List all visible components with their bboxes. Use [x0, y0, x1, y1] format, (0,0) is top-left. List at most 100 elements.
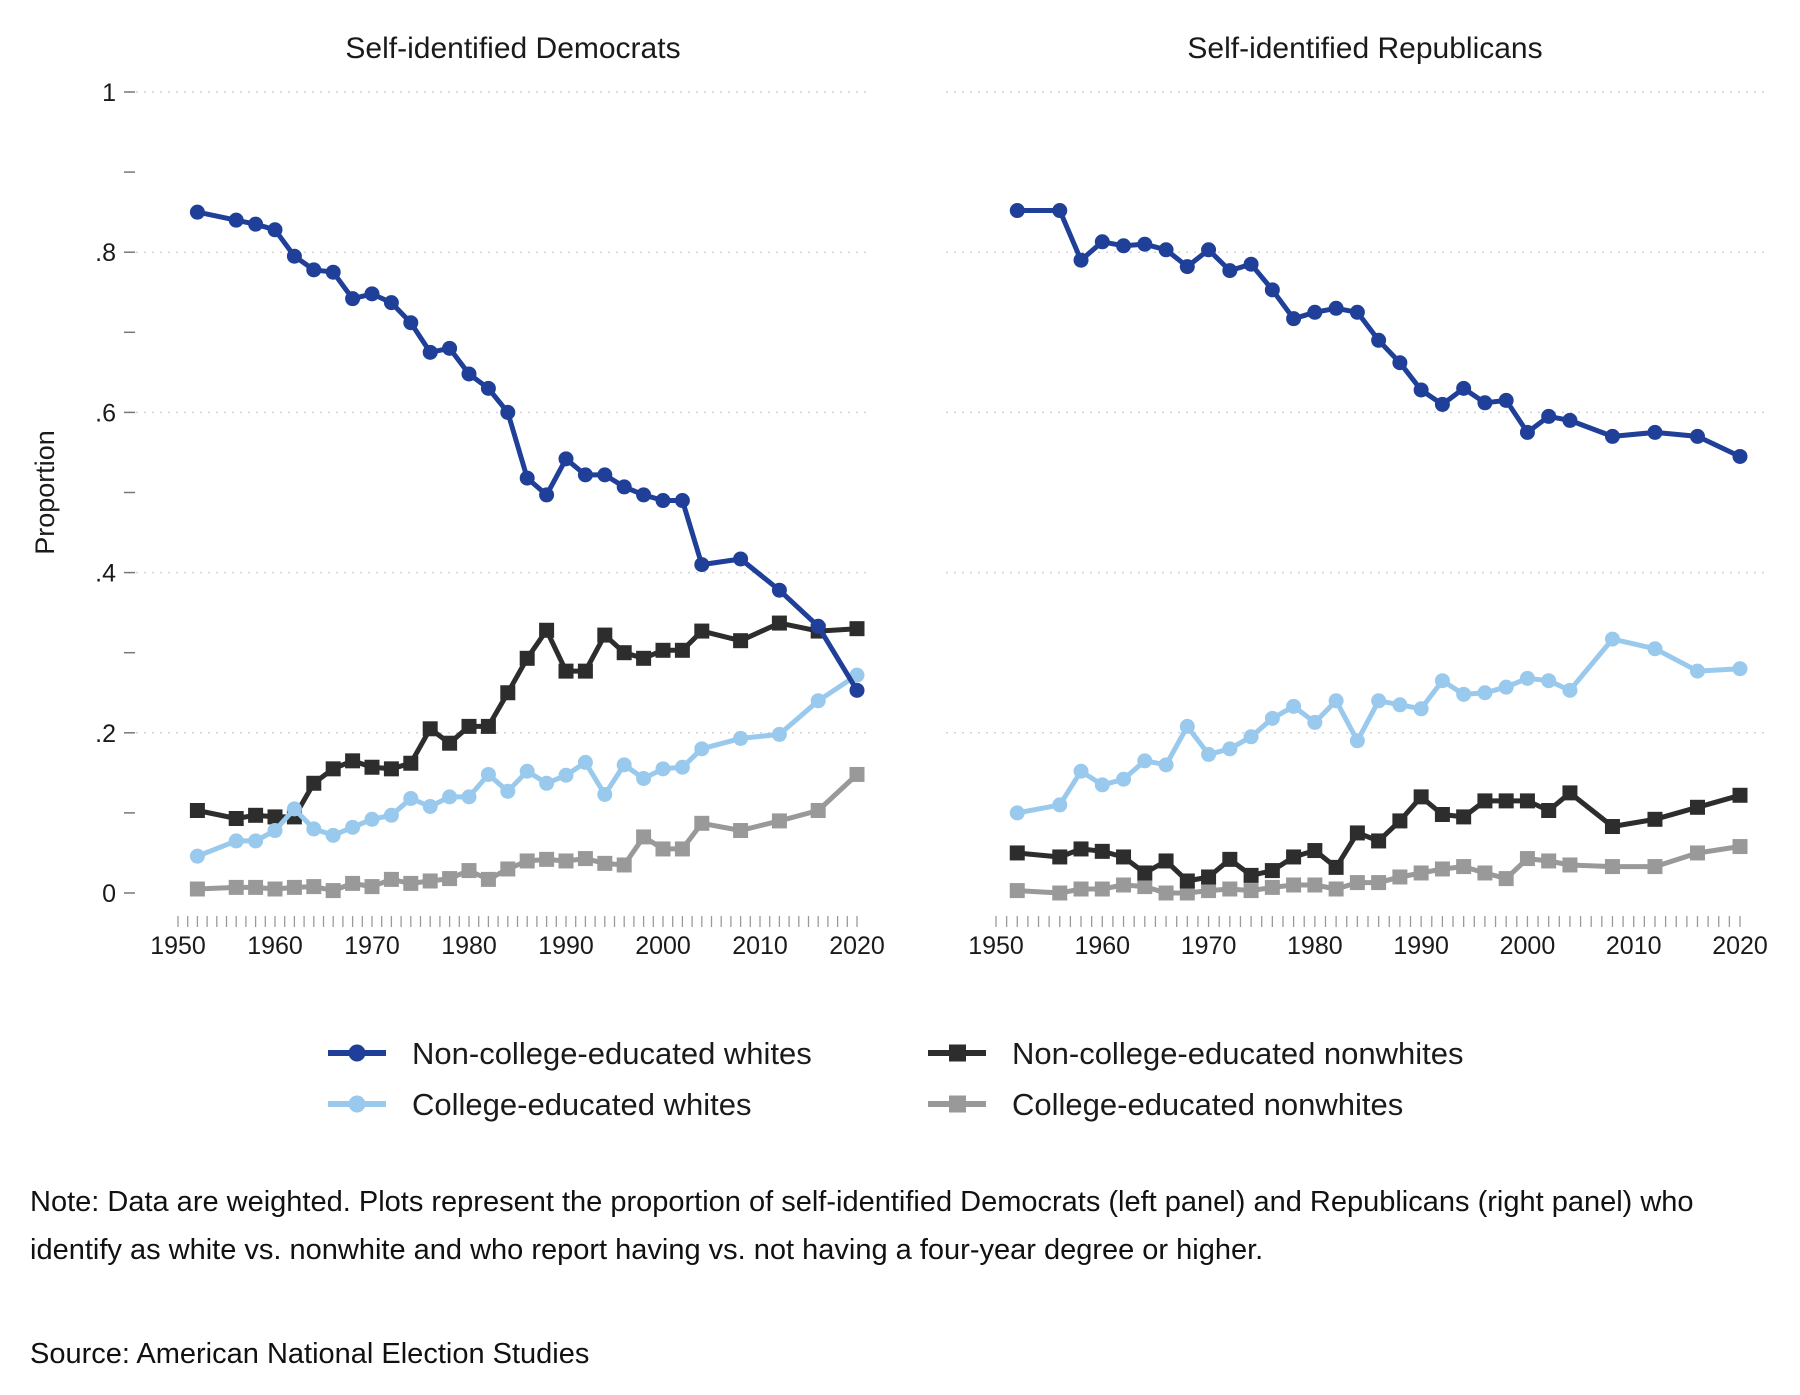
data-point: [1286, 877, 1302, 893]
data-point: [1413, 701, 1429, 717]
legend-label: Non-college-educated nonwhites: [1012, 1036, 1464, 1071]
data-point: [383, 871, 399, 887]
data-point: [383, 295, 399, 311]
data-point: [1732, 661, 1748, 677]
data-point: [1009, 845, 1025, 861]
data-point: [267, 809, 283, 825]
data-point: [1286, 698, 1302, 714]
data-point: [403, 875, 419, 891]
data-point: [442, 340, 458, 356]
data-point: [1137, 236, 1153, 252]
data-point: [1498, 871, 1514, 887]
data-point: [1647, 424, 1663, 440]
data-point: [519, 650, 535, 666]
data-point: [1519, 424, 1535, 440]
data-point: [1434, 673, 1450, 689]
data-point: [771, 726, 787, 742]
data-point: [1222, 881, 1238, 897]
data-point: [345, 291, 361, 307]
data-point: [1456, 380, 1472, 396]
data-point: [1009, 203, 1025, 219]
data-point: [1434, 807, 1450, 823]
x-tick-label: 1970: [1181, 932, 1237, 960]
series-cn: [189, 766, 865, 899]
data-point: [1264, 710, 1280, 726]
data-point: [771, 813, 787, 829]
data-point: [733, 633, 749, 649]
data-point: [189, 204, 205, 220]
series-ncn: [1009, 785, 1748, 889]
data-point: [1732, 448, 1748, 464]
x-tick-label: 2000: [1500, 932, 1556, 960]
data-point: [1307, 843, 1323, 859]
data-point: [558, 451, 574, 467]
x-tick-label: 1950: [968, 932, 1024, 960]
data-point: [480, 766, 496, 782]
data-point: [189, 881, 205, 897]
data-point: [248, 216, 264, 232]
data-point: [1158, 853, 1174, 869]
data-point: [1116, 849, 1132, 865]
data-point: [1477, 395, 1493, 411]
data-point: [577, 467, 593, 483]
data-point: [558, 767, 574, 783]
data-point: [1541, 408, 1557, 424]
data-point: [1264, 282, 1280, 298]
legend-item-ncw: Non-college-educated whites: [328, 1036, 812, 1071]
data-point: [655, 841, 671, 857]
data-point: [364, 759, 380, 775]
data-point: [1116, 238, 1132, 254]
series-cw: [1009, 631, 1748, 821]
data-point: [597, 627, 613, 643]
panel-title: Self-identified Republicans: [1187, 32, 1542, 65]
data-point: [1158, 885, 1174, 901]
data-point: [1498, 679, 1514, 695]
data-point: [1541, 853, 1557, 869]
data-point: [1201, 869, 1217, 885]
data-point: [1434, 396, 1450, 412]
data-point: [1562, 785, 1578, 801]
data-point: [1519, 793, 1535, 809]
data-point: [480, 871, 496, 887]
data-point: [267, 823, 283, 839]
series-cw: [189, 667, 865, 864]
x-tick-label: 1960: [247, 932, 303, 960]
data-point: [577, 754, 593, 770]
data-point: [1647, 859, 1663, 875]
data-point: [383, 761, 399, 777]
data-point: [636, 487, 652, 503]
data-point: [1392, 697, 1408, 713]
data-point: [1477, 685, 1493, 701]
data-point: [539, 851, 555, 867]
data-point: [674, 841, 690, 857]
y-tick-label: .6: [95, 399, 116, 427]
legend-label: College-educated whites: [412, 1087, 752, 1122]
data-point: [849, 621, 865, 637]
data-point: [597, 786, 613, 802]
data-point: [1264, 863, 1280, 879]
data-point: [248, 833, 264, 849]
series-ncw: [189, 204, 865, 698]
data-point: [1349, 875, 1365, 891]
data-point: [1328, 300, 1344, 316]
data-point: [267, 222, 283, 238]
data-point: [674, 493, 690, 509]
data-point: [286, 248, 302, 264]
data-point: [1116, 771, 1132, 787]
data-point: [364, 286, 380, 302]
legend-marker: [949, 1095, 966, 1113]
data-point: [1328, 859, 1344, 875]
data-point: [500, 861, 516, 877]
data-point: [1094, 777, 1110, 793]
data-point: [248, 807, 264, 823]
data-point: [539, 487, 555, 503]
data-point: [422, 721, 438, 737]
data-point: [1477, 793, 1493, 809]
y-tick-label: .8: [95, 239, 116, 267]
data-point: [500, 783, 516, 799]
data-point: [1328, 881, 1344, 897]
series-ncw: [1009, 203, 1748, 464]
data-point: [1009, 883, 1025, 899]
data-point: [655, 761, 671, 777]
data-point: [1307, 714, 1323, 730]
